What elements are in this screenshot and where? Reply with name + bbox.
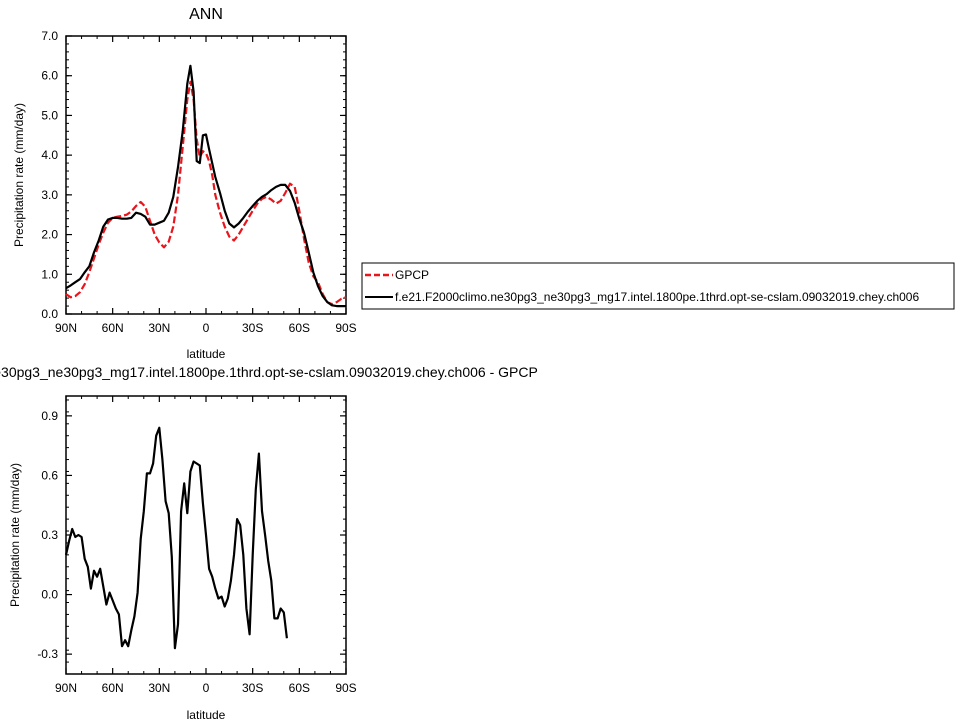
bottom-x-tick-label: 60S <box>289 681 310 695</box>
bottom-x-tick-label: 90S <box>335 681 356 695</box>
top-x-tick-label: 0 <box>203 321 210 335</box>
top-y-tick-label: 0.0 <box>41 307 58 321</box>
bottom-series-line-model <box>64 426 288 650</box>
top-x-tick-label: 60S <box>289 321 310 335</box>
bottom-series <box>64 426 288 650</box>
bottom-x-tick-label: 90N <box>55 681 77 695</box>
bottom-x-tick-label: 30N <box>148 681 170 695</box>
top-series-line-gpcp <box>65 80 347 306</box>
top-y-tick-label: 5.0 <box>41 108 58 122</box>
top-series-line-model <box>65 64 346 308</box>
bottom-x-tick-label: 0 <box>203 681 210 695</box>
legend-model-label: f.e21.F2000climo.ne30pg3_ne30pg3_mg17.in… <box>395 290 919 304</box>
top-x-tick-label: 90N <box>55 321 77 335</box>
top-x-axis-label: latitude <box>187 347 226 361</box>
bottom-panel: f.e21.F2000climo.ne30pg3_ne30pg3_mg17.in… <box>0 364 538 722</box>
legend-box <box>361 262 955 310</box>
top-y-axis-label: Precipitation rate (mm/day) <box>12 103 26 247</box>
bottom-y-tick-label: -0.3 <box>37 647 58 661</box>
top-chart-title: ANN <box>189 6 223 23</box>
bottom-y-tick-label: 0.0 <box>41 588 58 602</box>
top-y-tick-label: 7.0 <box>41 29 58 43</box>
top-y-tick-label: 1.0 <box>41 267 58 281</box>
bottom-y-tick-label: 0.9 <box>41 409 58 423</box>
top-x-tick-label: 30N <box>148 321 170 335</box>
bottom-y-tick-label: 0.3 <box>41 528 58 542</box>
top-panel: ANN 90N 60N 30N 0 30S 60S 90S 0.0 1.0 2.0 3.0 4.0 5.… <box>12 6 357 361</box>
top-series <box>65 64 347 308</box>
top-ticks: 90N 60N 30N 0 30S 60S 90S 0.0 1.0 2.0 3.0 4.0 5.0 6.0… <box>41 29 356 335</box>
bottom-chart-title: f.e21.F2000climo.ne30pg3_ne30pg3_mg17.in… <box>0 364 538 380</box>
bottom-ticks: 90N 60N 30N 0 30S 60S 90S -0.3 0.0 0.3 0.6 0.9 <box>37 396 357 695</box>
top-x-tick-label: 90S <box>335 321 356 335</box>
top-x-tick-label: 30S <box>242 321 263 335</box>
bottom-y-axis-label: Precipitation rate (mm/day) <box>8 463 22 607</box>
top-y-tick-label: 3.0 <box>41 188 58 202</box>
top-y-tick-label: 6.0 <box>41 69 58 83</box>
bottom-x-tick-label: 60N <box>102 681 124 695</box>
bottom-y-tick-label: 0.6 <box>41 468 58 482</box>
legend: GPCP f.e21.F2000climo.ne30pg3_ne30pg3_mg… <box>361 262 955 310</box>
top-y-tick-label: 2.0 <box>41 228 58 242</box>
bottom-x-axis-label: latitude <box>187 708 226 722</box>
legend-gpcp-label: GPCP <box>395 268 429 282</box>
bottom-x-tick-label: 30S <box>242 681 263 695</box>
top-x-tick-label: 60N <box>102 321 124 335</box>
top-y-tick-label: 4.0 <box>41 148 58 162</box>
top-plot-frame <box>65 35 347 315</box>
